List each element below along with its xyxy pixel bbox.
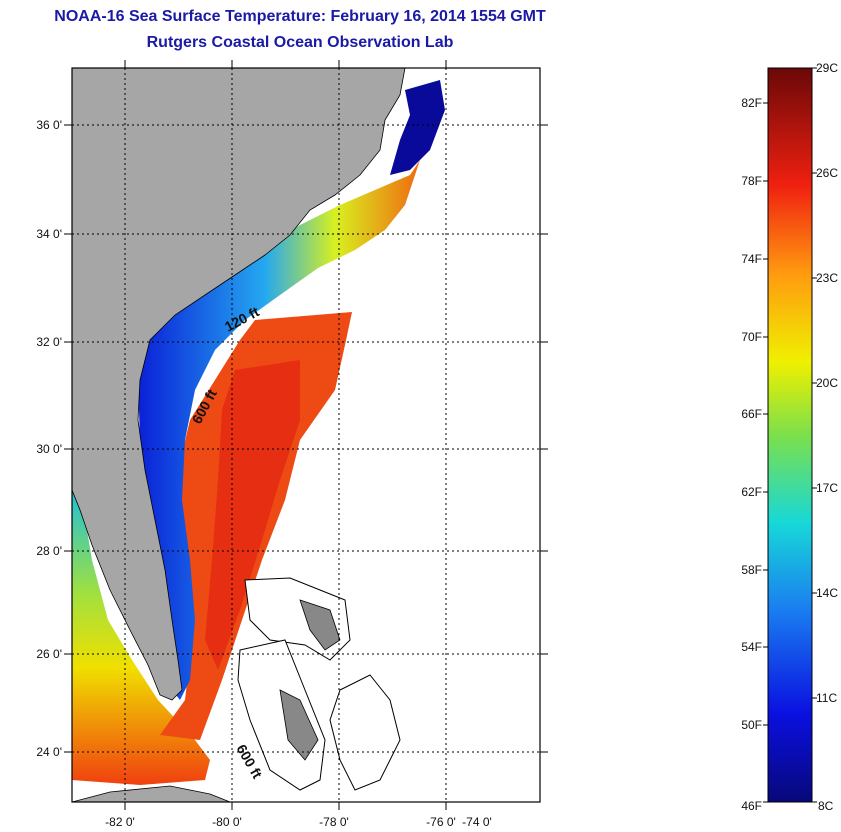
colorbar-fahrenheit-label: 78F: [741, 174, 762, 188]
lon-label: -76 0': [426, 815, 456, 829]
colorbar-fahrenheit-label: 50F: [741, 718, 762, 732]
lat-label: 26 0': [36, 647, 62, 661]
colorbar-fahrenheit-label: 66F: [741, 407, 762, 421]
lat-label: 28 0': [36, 544, 62, 558]
graticule: [72, 68, 540, 802]
axis-ticks: [64, 60, 548, 810]
colorbar-fahrenheit-label: 62F: [741, 485, 762, 499]
colorbar-ticks: [763, 67, 817, 803]
bahamas-bank-east: [329, 674, 401, 791]
gulf-stream-core: [205, 360, 300, 670]
lon-label: -80 0': [212, 815, 242, 829]
andros-island: [279, 689, 319, 761]
map-area: [72, 68, 445, 802]
lat-label: 34 0': [36, 227, 62, 241]
lat-label: 30 0': [36, 442, 62, 456]
colorbar-celsius-label: 17C: [816, 481, 838, 495]
colorbar-fahrenheit-label: 82F: [741, 96, 762, 110]
map-frame: [71, 67, 541, 803]
colorbar-fahrenheit-label: 54F: [741, 640, 762, 654]
map-subtitle: Rutgers Coastal Ocean Observation Lab: [146, 34, 454, 51]
land-mainland: [72, 68, 406, 701]
colorbar-celsius-label: 14C: [816, 586, 838, 600]
colorbar-celsius-label: 8C: [818, 799, 834, 813]
colorbar-celsius-label: 29C: [816, 61, 838, 75]
lon-label: -82 0': [105, 815, 135, 829]
lon-label: -74 0': [462, 815, 492, 829]
bahamas-island: [299, 599, 341, 651]
colorbar-celsius-label: 11C: [816, 691, 837, 705]
shelf-sst: [138, 160, 420, 700]
lat-label: 24 0': [36, 745, 62, 759]
colorbar-fahrenheit-label: 58F: [741, 563, 762, 577]
cuba-coast: [72, 785, 231, 802]
colorbar-celsius-label: 26C: [816, 166, 838, 180]
colorbar-fahrenheit-label: 74F: [741, 252, 762, 266]
colorbar-celsius-label: 20C: [816, 376, 838, 390]
lat-label: 32 0': [36, 335, 62, 349]
map-title: NOAA-16 Sea Surface Temperature: Februar…: [54, 8, 546, 25]
nc-sound-sst: [390, 80, 445, 175]
lat-label: 36 0': [36, 118, 62, 132]
colorbar-fahrenheit-label: 46F: [741, 799, 762, 813]
temperature-colorbar: [767, 67, 813, 803]
lon-label: -78 0': [319, 815, 349, 829]
gulf-sst: [72, 490, 210, 785]
colorbar-celsius-label: 23C: [816, 271, 838, 285]
colorbar-fahrenheit-label: 70F: [741, 330, 762, 344]
